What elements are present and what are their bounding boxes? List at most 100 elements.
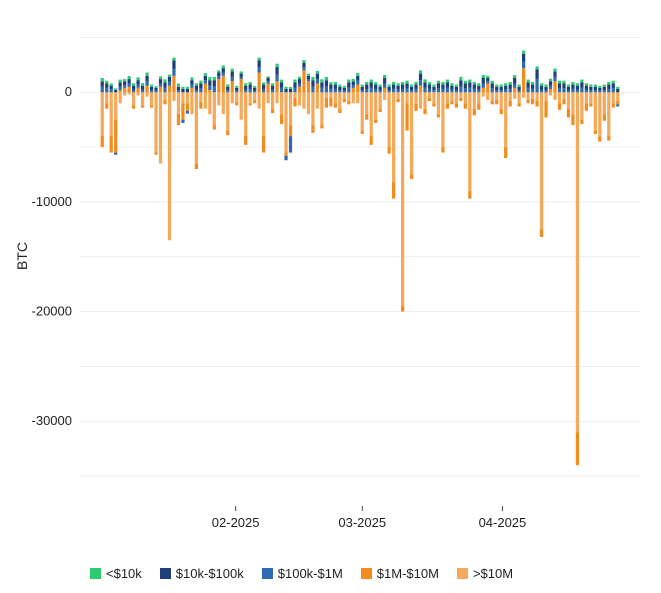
bar-segment (208, 92, 212, 115)
bar-segment (114, 88, 118, 91)
bar-segment (481, 92, 485, 97)
x-tick-label: 03-2025 (338, 515, 386, 530)
bar-segment (557, 88, 562, 93)
bar-segment (145, 72, 149, 76)
bar-segment (504, 85, 508, 90)
bar-segment (436, 83, 441, 89)
bar-segment (575, 432, 580, 466)
bar-segment (302, 67, 306, 71)
bar-segment (248, 81, 252, 85)
bar-segment (302, 60, 306, 63)
bar-segment (297, 86, 302, 93)
bar-segment (288, 88, 293, 93)
bar-segment (270, 83, 275, 86)
bar-segment (548, 78, 553, 82)
bar-segment (360, 90, 364, 93)
bar-segment (513, 75, 517, 78)
bar-segment (342, 92, 346, 99)
bar-segment (244, 136, 248, 145)
bar-segment (342, 85, 346, 88)
bar-segment (185, 110, 190, 114)
bar-segment (427, 82, 432, 85)
bar-segment (105, 83, 109, 88)
bar-segment (270, 89, 275, 93)
bar-segment (315, 73, 320, 80)
bar-segment (427, 97, 432, 102)
bar-segment (127, 76, 131, 80)
bar-segment (123, 85, 127, 88)
bar-segment (396, 89, 400, 93)
bar-segment (342, 98, 346, 103)
bar-segment (575, 89, 580, 93)
bar-segment (616, 86, 620, 89)
bar-segment (342, 87, 346, 91)
bar-segment (270, 108, 275, 114)
bar-segment (383, 83, 387, 88)
bar-segment (167, 76, 172, 82)
bar-segment (481, 83, 485, 88)
bar-segment (607, 92, 611, 137)
bar-segment (235, 90, 239, 93)
bar-segment (248, 103, 252, 106)
x-tick-label: 04-2025 (479, 515, 527, 530)
bar-segment (217, 92, 221, 106)
bar-segment (378, 90, 382, 93)
bar-segment (208, 90, 212, 93)
bar-segment (369, 82, 373, 88)
bar-segment (486, 77, 490, 82)
bar-segment (338, 90, 342, 93)
bar-segment (172, 60, 176, 70)
bar-segment (392, 84, 396, 89)
bar-segment (553, 81, 557, 93)
bar-segment (522, 53, 526, 62)
bar-segment (333, 92, 337, 104)
x-tick-label: 02-2025 (212, 515, 260, 530)
bar-segment (324, 76, 328, 81)
bar-segment (320, 82, 324, 88)
bar-segment (539, 89, 544, 93)
bar-segment (544, 86, 548, 91)
bar-segment (400, 92, 405, 307)
bar-segment (383, 87, 387, 93)
bar-segment (414, 88, 418, 93)
bar-segment (315, 83, 320, 93)
bar-segment (423, 92, 427, 109)
bar-segment (369, 87, 373, 93)
bar-segment (517, 84, 521, 87)
bar-segment (504, 83, 508, 86)
bar-segment (284, 152, 288, 156)
bar-segment (495, 84, 499, 87)
bar-segment (221, 92, 225, 115)
bar-segment (436, 114, 441, 118)
bar-segment (508, 81, 512, 85)
bar-segment (208, 77, 212, 81)
bar-segment (315, 92, 320, 109)
bar-segment (132, 92, 136, 106)
bar-segment (387, 90, 391, 93)
y-axis-title: BTC (14, 242, 30, 270)
bar-segment (194, 92, 198, 164)
bar-segment (181, 88, 185, 93)
bar-segment (176, 90, 181, 93)
bar-segment (548, 81, 553, 86)
bar-segment (530, 88, 535, 93)
legend-swatch (261, 568, 273, 579)
bar-segment (320, 92, 324, 126)
bar-segment (118, 82, 122, 87)
bar-segment (432, 103, 436, 107)
bar-segment (333, 103, 337, 108)
bar-segment (172, 57, 176, 61)
bar-segment (486, 81, 490, 84)
bar-segment (118, 90, 122, 93)
bar-segment (477, 89, 481, 93)
bar-segment (333, 88, 337, 93)
bar-segment (100, 136, 104, 148)
bar-segment (212, 76, 216, 81)
bar-segment (396, 85, 400, 90)
bar-segment (158, 83, 163, 87)
bar-segment (589, 86, 593, 91)
bar-segment (571, 81, 575, 85)
bar-segment (409, 90, 414, 93)
bar-segment (486, 75, 490, 78)
bar-segment (522, 50, 526, 54)
